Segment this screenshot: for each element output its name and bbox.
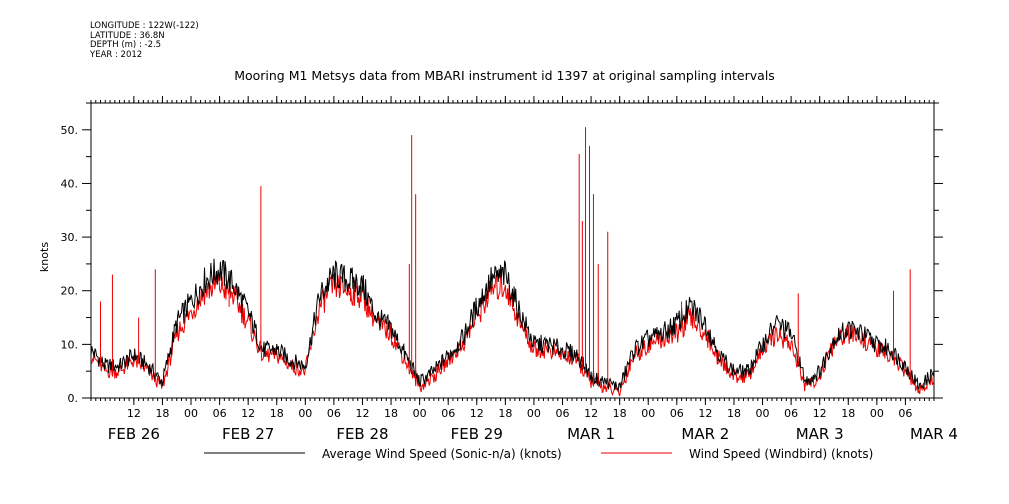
x-hour-label: 18 xyxy=(155,407,169,420)
x-hour-label: 00 xyxy=(527,407,541,420)
x-hour-label: 00 xyxy=(184,407,198,420)
x-day-label: MAR 3 xyxy=(796,425,844,443)
x-hour-label: 12 xyxy=(470,407,484,420)
x-hour-label: 18 xyxy=(613,407,627,420)
legend-label-average: Average Wind Speed (Sonic-n/a) (knots) xyxy=(322,447,562,461)
y-tick-label: 0. xyxy=(68,392,79,405)
legend-label-windbird: Wind Speed (Windbird) (knots) xyxy=(689,447,873,461)
longitude-label: LONGITUDE : 122W(-122) xyxy=(90,21,199,31)
y-axis-label: knots xyxy=(38,242,51,272)
latitude-label: LATITUDE : 36.8N xyxy=(90,30,165,41)
x-hour-label: 12 xyxy=(813,407,827,420)
chart-title: Mooring M1 Metsys data from MBARI instru… xyxy=(234,68,775,83)
x-hour-label: 06 xyxy=(441,407,455,420)
x-hour-label: 12 xyxy=(241,407,255,420)
x-hour-label: 00 xyxy=(413,407,427,420)
x-hour-label: 18 xyxy=(841,407,855,420)
x-hour-label: 12 xyxy=(584,407,598,420)
x-hour-label: 18 xyxy=(384,407,398,420)
x-hour-label: 18 xyxy=(498,407,512,420)
series-windbird-wind xyxy=(91,272,935,397)
station-metadata: LONGITUDE : 122W(-122) LATITUDE : 36.8N … xyxy=(90,21,199,60)
x-day-label: MAR 1 xyxy=(567,425,615,443)
x-hour-label: 12 xyxy=(127,407,141,420)
y-tick-label: 40. xyxy=(61,177,79,190)
x-axis: 12 18 00 06 12 18 00 06 12 18 00 06 12 18 00 06 12 18 00 06… xyxy=(90,96,958,443)
y-tick-label: 30. xyxy=(61,231,79,244)
x-hour-label: 12 xyxy=(355,407,369,420)
x-day-label: FEB 27 xyxy=(222,425,274,443)
x-hour-label: 06 xyxy=(556,407,570,420)
x-day-label: FEB 26 xyxy=(108,425,160,443)
legend: Average Wind Speed (Sonic-n/a) (knots) W… xyxy=(204,447,873,461)
x-hour-label: 00 xyxy=(756,407,770,420)
x-hour-label: 18 xyxy=(727,407,741,420)
y-tick-label: 50. xyxy=(61,124,79,137)
series-average-wind xyxy=(90,258,935,392)
x-day-label: MAR 2 xyxy=(681,425,729,443)
y-axis: 0. 10. 20. 30. 40. 50. xyxy=(61,102,943,405)
x-day-label: FEB 29 xyxy=(451,425,503,443)
x-hour-label: 06 xyxy=(784,407,798,420)
y-tick-label: 20. xyxy=(61,285,79,298)
x-hour-label: 06 xyxy=(670,407,684,420)
year-label: YEAR : 2012 xyxy=(90,49,143,60)
x-hour-label: 00 xyxy=(298,407,312,420)
x-hour-label: 06 xyxy=(327,407,341,420)
x-hour-label: 00 xyxy=(641,407,655,420)
plot-border xyxy=(90,102,935,399)
x-hour-label: 18 xyxy=(270,407,284,420)
x-day-label: FEB 28 xyxy=(336,425,388,443)
depth-label: DEPTH (m) : -2.5 xyxy=(90,40,162,51)
x-hour-label: 12 xyxy=(698,407,712,420)
series-layer xyxy=(90,127,935,397)
y-tick-label: 10. xyxy=(61,338,79,351)
plot-frame xyxy=(90,102,935,399)
x-hour-label: 06 xyxy=(213,407,227,420)
x-hour-label: 00 xyxy=(870,407,884,420)
x-day-label: MAR 4 xyxy=(910,425,958,443)
x-hour-label: 06 xyxy=(898,407,912,420)
